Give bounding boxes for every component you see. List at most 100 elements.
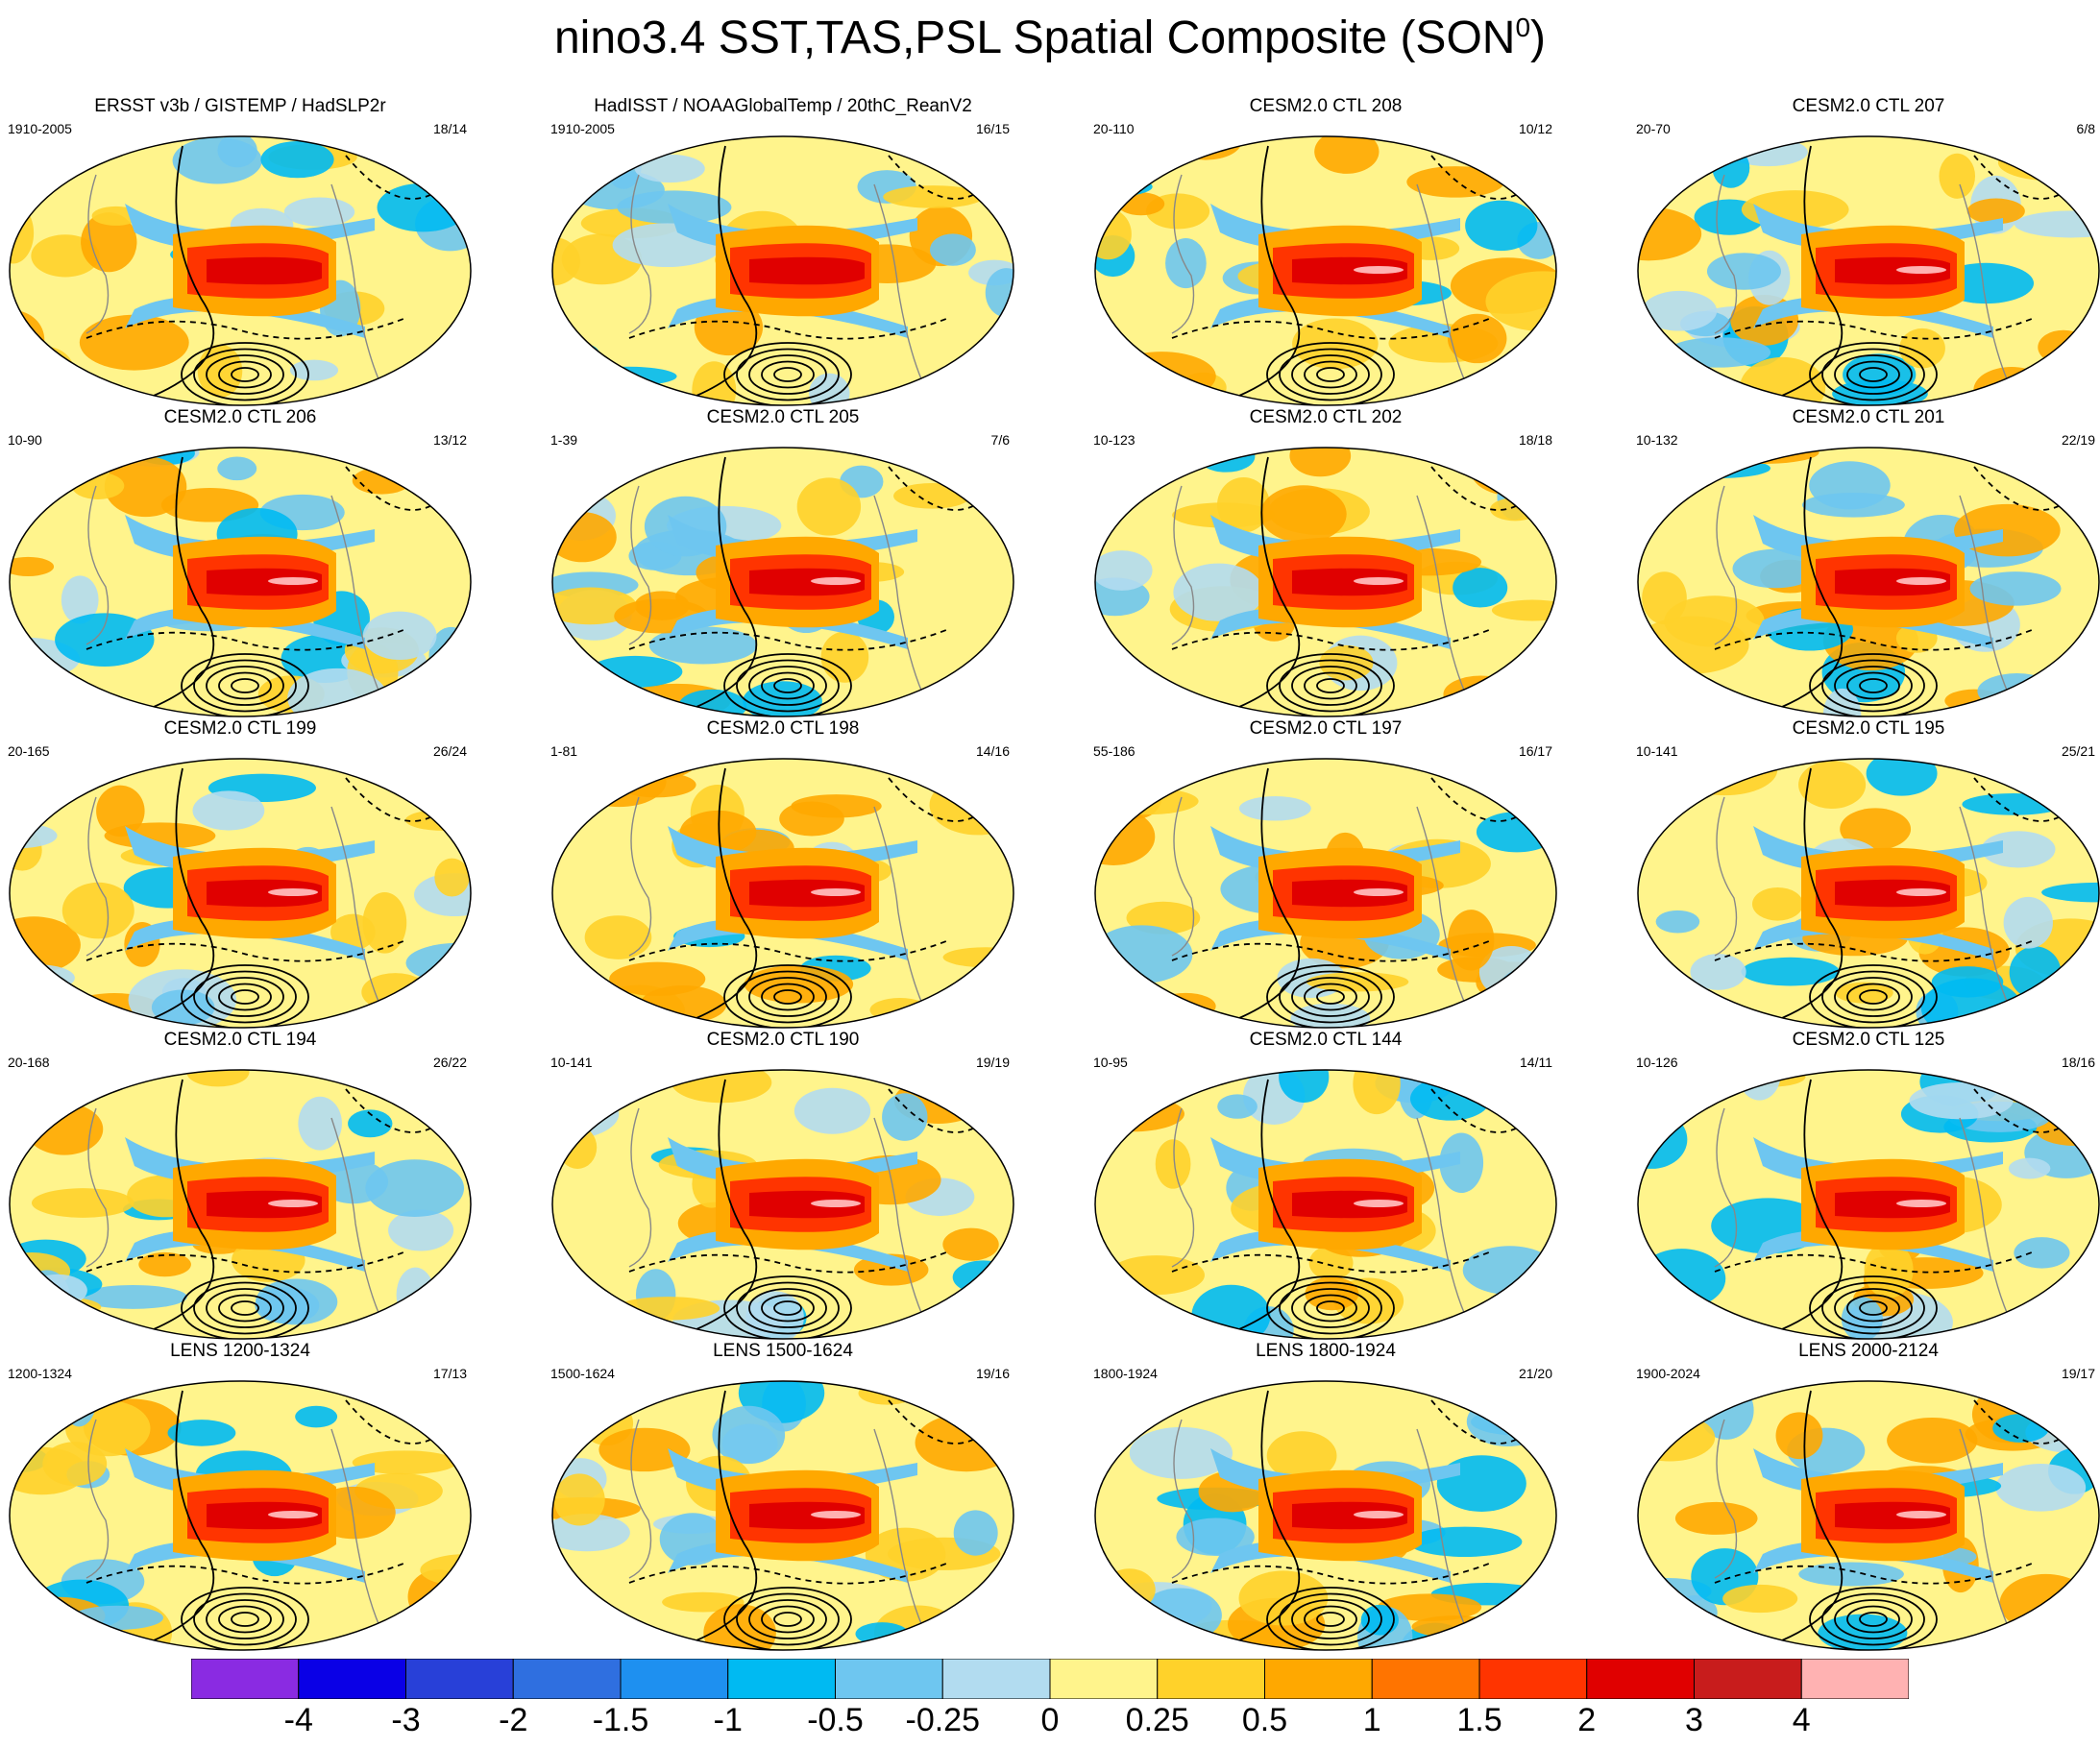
cool-anomaly <box>1638 450 1707 474</box>
cool-anomaly <box>1666 337 1771 368</box>
warm-anomaly <box>31 1188 134 1218</box>
warm-anomaly <box>1991 694 2099 716</box>
cool-anomaly <box>1496 968 1554 1024</box>
colorbar-tick-label: -0.25 <box>905 1702 981 1738</box>
panel-years: 10-141 <box>1636 743 1678 759</box>
colorbar-tick-label: 0.25 <box>1125 1702 1189 1738</box>
map-outline <box>551 1069 1014 1340</box>
cool-anomaly <box>1962 793 2065 815</box>
panel-event-count: 16/17 <box>1518 743 1552 759</box>
map-panel: CESM2.0 CTL 205 1-39 7/6 <box>543 407 1023 724</box>
panel-title: LENS 1500-1624 <box>713 1341 853 1361</box>
warm-anomaly <box>1353 1070 1401 1115</box>
psl-contour-positive <box>1304 1294 1357 1323</box>
cool-anomaly <box>1909 1082 2014 1120</box>
colorbar-tick-label: -2 <box>499 1702 528 1738</box>
cool-anomaly <box>1238 796 1311 821</box>
panel-event-count: 19/19 <box>975 1055 1010 1070</box>
psl-contour-positive <box>1821 1281 1925 1335</box>
cool-anomaly <box>1436 1455 1526 1512</box>
cool-anomaly <box>61 575 99 624</box>
map-panel: CESM2.0 CTL 202 10-123 18/18 <box>1086 407 1566 724</box>
cool-anomaly <box>1360 1604 1399 1636</box>
panel-event-count: 6/8 <box>2076 121 2095 136</box>
map-outline <box>551 758 1014 1029</box>
cool-anomaly <box>1992 1414 2049 1443</box>
warm-anomaly <box>1155 1139 1191 1189</box>
global-map <box>1637 135 2100 406</box>
psl-contour-positive <box>1316 678 1345 693</box>
warm-anomaly <box>1155 992 1216 1020</box>
global-map <box>9 447 472 717</box>
warm-anomaly <box>1672 1629 1766 1650</box>
coastline-americas <box>1959 1117 2009 1316</box>
psl-contour-positive <box>193 1592 297 1646</box>
psl-contour-positive <box>748 1288 827 1328</box>
panel-title: CESM2.0 CTL 205 <box>706 407 860 427</box>
panel-title: CESM2.0 CTL 201 <box>1792 407 1945 427</box>
coastline-americas <box>330 1428 380 1627</box>
psl-contour-zero <box>1781 456 1844 708</box>
psl-contour-positive <box>1809 964 1938 1028</box>
map-panel: HadISST / NOAAGlobalTemp / 20thC_ReanV2 1… <box>543 96 1023 413</box>
cool-anomaly <box>1165 238 1207 289</box>
colorbar-box <box>1049 1659 1159 1699</box>
warm-tongue-peak <box>1896 1200 1946 1207</box>
cool-anomaly <box>648 626 758 665</box>
cool-anomaly <box>552 1514 630 1552</box>
coastline-americas <box>873 495 923 693</box>
warm-tongue-peak <box>1354 1511 1404 1518</box>
coastline-americas <box>873 1117 923 1316</box>
psl-contour-negative <box>345 466 433 511</box>
map-outline <box>1637 1380 2100 1651</box>
warm-anomaly <box>10 136 99 156</box>
colorbar-tick-label: 0.5 <box>1241 1702 1288 1738</box>
panel-years: 10-132 <box>1636 432 1678 448</box>
psl-contour-positive <box>761 671 815 700</box>
warm-tongue-peak <box>1896 577 1946 585</box>
colorbar-tick-label: 0 <box>1040 1702 1060 1738</box>
psl-contour-positive <box>193 970 297 1024</box>
psl-contour-positive <box>1304 671 1357 700</box>
psl-contour-positive <box>723 1587 852 1650</box>
panel-event-count: 17/13 <box>432 1366 467 1381</box>
psl-contour-positive <box>1821 970 1925 1024</box>
warm-anomaly <box>553 1473 605 1526</box>
cool-anomaly <box>1129 1426 1233 1479</box>
psl-contour-positive <box>748 977 827 1017</box>
psl-contour-zero <box>1238 1390 1301 1641</box>
psl-contour-positive <box>193 1281 297 1335</box>
psl-contour-negative <box>1430 155 1519 200</box>
coastline-americas <box>330 183 380 382</box>
psl-contour-negative <box>345 777 433 822</box>
coastline-americas <box>1416 183 1466 382</box>
psl-contour-zero <box>1238 1079 1301 1330</box>
psl-contour-positive <box>1266 1275 1395 1339</box>
warm-tongue-peak <box>811 1200 861 1207</box>
cool-anomaly <box>1668 458 1770 478</box>
map-outline <box>551 1380 1014 1651</box>
psl-contour-positive <box>181 964 309 1028</box>
cool-anomaly <box>388 1209 454 1251</box>
map-panel: ERSST v3b / GISTEMP / HadSLP2r 1910-2005 1… <box>0 96 480 413</box>
map-outline <box>1094 1380 1557 1651</box>
coastline-asia-australia <box>1714 485 1738 645</box>
warm-anomaly <box>1654 689 1753 716</box>
map-outline <box>9 1069 472 1340</box>
warm-tongue-core <box>749 879 865 908</box>
coastline-americas <box>873 1428 923 1627</box>
panel-title: CESM2.0 CTL 190 <box>706 1030 860 1050</box>
psl-contour-positive <box>231 1300 259 1316</box>
psl-contour-positive <box>1859 1300 1888 1316</box>
global-map <box>9 758 472 1029</box>
global-map <box>551 135 1014 406</box>
cool-anomaly <box>1977 673 2057 710</box>
panel-event-count: 13/12 <box>432 432 467 448</box>
chart-title: nino3.4 SST,TAS,PSL Spatial Composite (S… <box>553 12 1546 63</box>
psl-contour-positive <box>1316 989 1345 1005</box>
warm-anomaly <box>1638 206 1702 261</box>
cool-anomaly <box>10 994 86 1028</box>
psl-contour-negative <box>1430 777 1519 822</box>
psl-contour-negative <box>1973 1399 2062 1445</box>
cool-anomaly <box>71 1605 164 1630</box>
